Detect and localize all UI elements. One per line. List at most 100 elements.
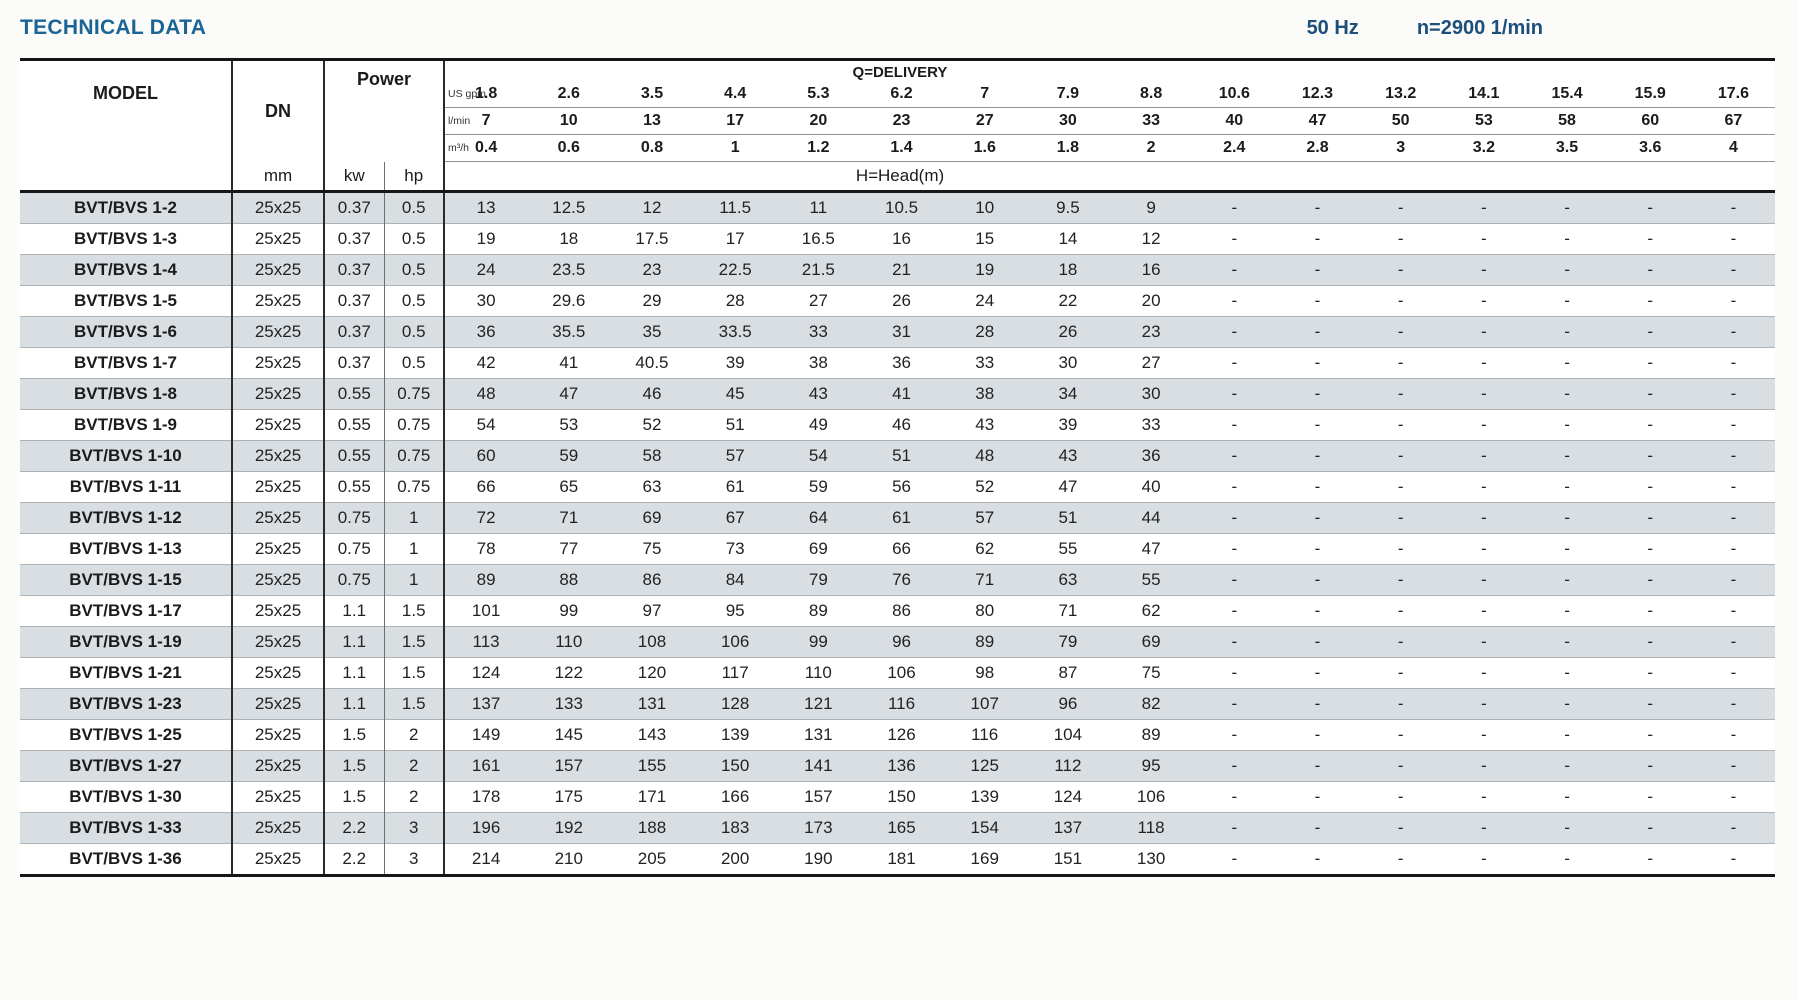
head-value-cell: 137 — [1053, 818, 1083, 837]
head-value-cell: 71 — [975, 570, 995, 589]
head-value-cell: 133 — [554, 694, 583, 713]
head-value-cell: - — [1397, 849, 1404, 868]
head-value-cell: - — [1647, 632, 1654, 651]
head-value-cell: 141 — [804, 756, 833, 775]
head-value-cell: 80 — [975, 601, 995, 620]
head-value-cell: 120 — [637, 663, 667, 682]
operating-conditions: 50 Hz n=2900 1/min — [1307, 17, 1543, 40]
head-value-cell: 26 — [892, 291, 911, 310]
head-value-cell: 89 — [476, 570, 496, 589]
table-row: BVT/BVS 1-11 25x25 0.55 0.75 66 65 63 61 59 56 52 4… — [20, 471, 1775, 503]
head-value-cell: 171 — [637, 787, 667, 806]
table-row: BVT/BVS 1-19 25x25 1.1 1.5 113 110 108 106 99 96 8… — [20, 626, 1775, 658]
model-cell: BVT/BVS 1-13 — [20, 533, 233, 565]
head-value-cell: - — [1314, 787, 1321, 806]
delivery-unit-cell: 1.2 — [776, 134, 860, 162]
head-value-cell: 88 — [559, 570, 579, 589]
model-cell: BVT/BVS 1-17 — [20, 595, 233, 627]
head-value-cell: - — [1730, 415, 1737, 434]
dn-cell: 25x25 — [232, 533, 325, 565]
head-value-cell: - — [1314, 322, 1321, 341]
head-value-cell: 24 — [476, 260, 496, 279]
dn-cell: 25x25 — [232, 285, 325, 317]
kw-cell: 0.37 — [324, 254, 385, 286]
model-cell: BVT/BVS 1-9 — [20, 409, 233, 441]
head-value-cell: - — [1647, 756, 1654, 775]
page-title: TECHNICAL DATA — [20, 16, 207, 39]
dn-cell: 25x25 — [232, 812, 325, 844]
head-value-cell: 23 — [1141, 322, 1161, 341]
head-value-cell: - — [1314, 756, 1321, 775]
hp-cell: 1.5 — [384, 595, 445, 627]
model-cell: BVT/BVS 1-11 — [20, 471, 233, 503]
hp-cell: 0.5 — [384, 285, 445, 317]
table-row: BVT/BVS 1-8 25x25 0.55 0.75 48 47 46 45 43 41 38 34… — [20, 378, 1775, 410]
delivery-unit-value: 23 — [892, 112, 911, 129]
head-value-cell: - — [1647, 322, 1654, 341]
head-value-cell: - — [1564, 539, 1570, 558]
head-value-cell: - — [1730, 260, 1737, 279]
kw-cell: 0.55 — [324, 378, 385, 410]
head-value-cell: 137 — [471, 694, 501, 713]
head-value-cell: 57 — [975, 508, 995, 527]
head-value-cell: 95 — [1141, 756, 1161, 775]
delivery-unit-cell: 7 — [943, 81, 1027, 108]
delivery-unit-cell: US gpm 1.8 — [444, 81, 528, 108]
head-value-cell: 35 — [642, 322, 662, 341]
hp-cell: 0.75 — [384, 471, 445, 503]
table-row: BVT/BVS 1-36 25x25 2.2 3 214 210 205 200 190 181 1… — [20, 843, 1775, 876]
head-value-cell: 143 — [637, 725, 667, 744]
dn-cell: 25x25 — [232, 719, 325, 751]
table-row: BVT/BVS 1-13 25x25 0.75 1 78 77 75 73 69 66 62 55 47… — [20, 533, 1775, 565]
delivery-unit-value: 1.2 — [807, 139, 830, 156]
model-cell: BVT/BVS 1-30 — [20, 781, 233, 813]
power-column-header: Power — [324, 59, 445, 162]
model-cell: BVT/BVS 1-15 — [20, 564, 233, 596]
dn-cell: 25x25 — [232, 843, 325, 876]
head-value-cell: 139 — [970, 787, 999, 806]
head-value-cell: - — [1647, 694, 1654, 713]
head-value-cell: 10 — [975, 198, 995, 217]
table-row: BVT/BVS 1-3 25x25 0.37 0.5 19 18 17.5 17 16.5 16 1… — [20, 223, 1775, 255]
head-value-cell: - — [1231, 818, 1238, 837]
head-value-cell: 40.5 — [635, 353, 669, 372]
delivery-unit-cell: 6.2 — [859, 81, 944, 108]
head-value-cell: 38 — [975, 384, 995, 403]
head-value-cell: 110 — [555, 632, 583, 651]
head-value-cell: 131 — [804, 725, 833, 744]
delivery-unit-value: 6.2 — [890, 85, 913, 102]
delivery-unit-cell: 17.6 — [1691, 81, 1775, 108]
dn-unit-label: mm — [232, 161, 325, 193]
head-value-cell: - — [1481, 663, 1487, 682]
delivery-header: Q=DELIVERY — [444, 59, 1775, 81]
head-value-cell: 64 — [808, 508, 828, 527]
head-value-cell: 67 — [725, 508, 745, 527]
head-value-cell: 19 — [975, 260, 995, 279]
delivery-unit-value: 33 — [1142, 112, 1160, 129]
head-value-cell: 35.5 — [552, 322, 586, 341]
head-value-cell: - — [1397, 756, 1404, 775]
dn-cell: 25x25 — [232, 378, 325, 410]
head-value-cell: - — [1481, 229, 1487, 248]
head-value-cell: - — [1231, 725, 1238, 744]
head-value-cell: - — [1314, 849, 1321, 868]
head-value-cell: 28 — [975, 322, 995, 341]
delivery-unit-cell: 4.4 — [693, 81, 777, 108]
delivery-unit-value: 3.5 — [1555, 139, 1579, 156]
delivery-unit-value: 13 — [643, 112, 661, 129]
head-value-cell: - — [1397, 601, 1404, 620]
head-value-cell: 52 — [642, 415, 662, 434]
table-row: BVT/BVS 1-17 25x25 1.1 1.5 101 99 97 95 89 86 80 71… — [20, 595, 1775, 627]
head-value-cell: 16 — [892, 229, 911, 248]
head-value-cell: - — [1564, 260, 1570, 279]
head-value-cell: 99 — [808, 632, 828, 651]
head-value-cell: 154 — [970, 818, 999, 837]
head-value-cell: 71 — [559, 508, 579, 527]
head-value-cell: 15 — [975, 229, 995, 248]
delivery-unit-cell: 58 — [1525, 107, 1609, 135]
kw-cell: 1.1 — [324, 595, 385, 627]
head-value-cell: 69 — [642, 508, 662, 527]
head-value-cell: 96 — [892, 632, 911, 651]
head-value-cell: - — [1647, 384, 1654, 403]
delivery-unit-cell: 7.9 — [1026, 81, 1110, 108]
